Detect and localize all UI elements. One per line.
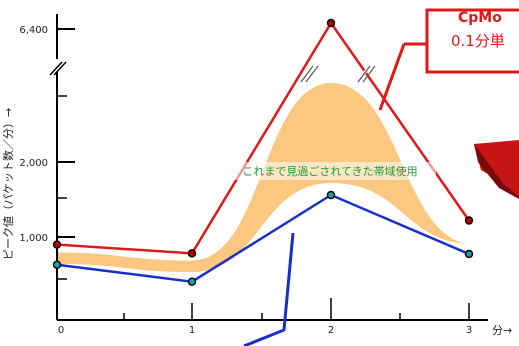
series-1-point-1 — [187, 277, 197, 286]
series-line-1 — [56, 193, 470, 284]
series-1-point-0 — [52, 260, 62, 269]
series-1-point-2 — [326, 190, 336, 200]
y-ticks: 6,400 2,000 1,000 — [19, 25, 75, 280]
x-axis-title: 分→ — [492, 324, 512, 337]
x-tick-label-1: 1 — [189, 325, 195, 336]
band-label: これまで見過ごされてきた帯域使用 — [242, 164, 417, 178]
red-arrow-icon — [474, 140, 519, 199]
series-layer — [52, 18, 474, 286]
y-axis-title: ピーク値（パケット数／分）→ — [2, 108, 15, 260]
callout-title: CpMo — [458, 10, 502, 26]
series-1-point-3 — [464, 249, 474, 259]
callout: CpMo 0.1分単 — [378, 8, 519, 111]
y-tick-label-2000: 2,000 — [19, 158, 48, 169]
peak-break-dark-2b — [362, 65, 376, 83]
callout-subtitle: 0.1分単 — [451, 32, 505, 50]
x-tick-label-0: 0 — [58, 325, 64, 336]
series-0-point-3 — [464, 216, 474, 225]
series-0-point-2 — [326, 18, 336, 28]
series-0-point-0 — [52, 240, 62, 249]
peak-break-dark-1a — [300, 65, 314, 83]
series-0-point-1 — [187, 249, 197, 258]
callout-box — [425, 8, 519, 74]
axis-break-mark-2 — [53, 61, 67, 76]
red-arrow-icon-shadow — [474, 144, 519, 199]
band-label-bg — [224, 162, 436, 180]
red-arrow-icon-body — [474, 140, 519, 196]
peak-break-dark-1b — [305, 65, 319, 83]
y-tick-label-1000: 1,000 — [19, 233, 48, 244]
x-tick-label-3: 3 — [466, 325, 472, 336]
x-tick-label-2: 2 — [328, 325, 334, 336]
axis-break-mark-1 — [49, 61, 63, 76]
y-tick-label-6400: 6,400 — [19, 25, 48, 36]
x-ticks: 0 1 2 3 分→ — [56, 298, 512, 337]
peak-break-dark-2a — [357, 65, 371, 83]
pointer-line — [243, 232, 295, 346]
peak-break-marks — [299, 62, 376, 83]
callout-pointer — [378, 43, 406, 111]
series-line-0 — [56, 20, 471, 255]
